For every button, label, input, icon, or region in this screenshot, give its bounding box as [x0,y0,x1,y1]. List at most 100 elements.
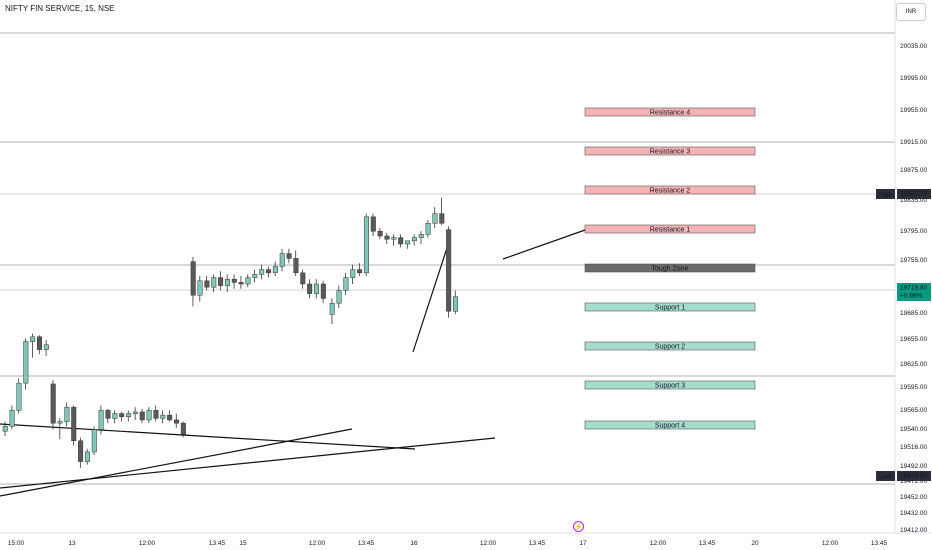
price-tick-label: 19685.00 [900,310,927,317]
time-tick-label: 13:45 [529,540,546,547]
zone-label: Support 4 [655,422,685,429]
trend-line [413,248,447,352]
time-tick-label: 13 [68,540,76,547]
price-tick-label: 19795.00 [900,228,927,235]
zone-label: Support 1 [655,304,685,311]
candle-body [85,452,90,462]
candle-body [154,410,159,418]
candle-body [225,279,230,285]
price-tick-label: 19516.00 [900,444,927,451]
candle-body [357,270,362,273]
candle-body [273,266,278,272]
candle-body [65,407,70,421]
price-tick-label: 19955.00 [900,107,927,114]
candle-body [392,238,397,240]
trend-line [503,230,585,259]
high-value-tag-text: 19842.55 [900,191,927,198]
time-tick-label: 13:45 [358,540,375,547]
candle-body [330,303,335,314]
candle-body [174,420,179,423]
candle-body [419,234,424,237]
candle-body [58,422,63,424]
price-tick-label: 20035.00 [900,43,927,50]
candle-body [181,423,186,434]
last-price-tag-text: 19719.80 [900,285,927,292]
time-tick-label: 12:00 [309,540,326,547]
lightning-icon[interactable]: ⚡ [573,521,584,532]
candle-body [364,217,369,273]
candle-body [321,284,326,298]
candle-body [371,217,376,231]
candle-body [294,258,299,272]
price-tick-label: 19432.00 [900,510,927,517]
candle-body [259,270,264,275]
candle-body [253,274,258,277]
candle-body [266,270,271,273]
low-label: Low [879,474,891,481]
time-tick-label: 12:00 [139,540,156,547]
candle-body [198,281,203,295]
candle-body [412,238,417,241]
low-value-tag-text: 19479.90 [900,473,927,480]
candle-body [106,410,111,418]
candle-body [99,410,104,429]
price-tick-label: 19625.00 [900,361,927,368]
candle-body [147,410,152,420]
zone-label: Support 2 [655,343,685,350]
candle-body [433,214,438,224]
candle-body [405,241,410,244]
time-tick-label: 12:00 [650,540,667,547]
trend-line [0,438,495,488]
candle-body [453,297,458,311]
price-tick-label: 19915.00 [900,139,927,146]
candle-body [398,238,403,244]
candle-body [30,337,35,342]
time-tick-label: 13:45 [871,540,888,547]
price-tick-label: 19565.00 [900,407,927,414]
time-tick-label: 13:45 [699,540,716,547]
zone-label: Tough Zone [652,265,689,272]
candle-body [113,414,118,419]
candle-body [51,384,56,423]
candle-body [426,223,431,234]
time-tick-label: 20 [751,540,759,547]
zone-label: Resistance 3 [650,148,691,155]
price-tick-label: 19492.00 [900,463,927,470]
price-tick-label: 19995.00 [900,75,927,82]
candle-body [246,278,251,284]
price-tick-label: 19755.00 [900,257,927,264]
candle-body [239,282,244,284]
price-tick-label: 19875.00 [900,167,927,174]
candle-body [287,254,292,259]
candle-body [24,342,29,384]
candle-body [378,231,383,236]
time-tick-label: 13:45 [209,540,226,547]
high-label: High [879,192,893,199]
candle-body [314,284,319,294]
candle-body [307,284,312,294]
time-tick-label: 12:00 [822,540,839,547]
time-tick-label: 17 [579,540,587,547]
price-tick-label: 19595.00 [900,384,927,391]
candle-body [385,236,390,239]
candle-body [191,262,196,296]
last-price-tag-text: +0.98% [900,293,922,300]
currency-selector[interactable]: INR [896,3,926,21]
price-tick-label: 19540.00 [900,426,927,433]
candle-body [446,230,451,312]
candle-body [133,412,138,414]
candle-body [126,414,131,417]
zone-label: Support 3 [655,382,685,389]
candle-body [44,345,49,350]
time-tick-label: 15:00 [8,540,25,547]
candle-body [119,414,124,417]
candle-body [280,254,285,267]
candle-body [3,426,8,431]
zone-label: Resistance 2 [650,187,691,194]
candle-body [140,412,145,420]
candle-body [161,415,166,418]
time-tick-label: 15 [239,540,247,547]
price-tick-label: 19412.00 [900,527,927,534]
price-tick-label: 19452.00 [900,494,927,501]
